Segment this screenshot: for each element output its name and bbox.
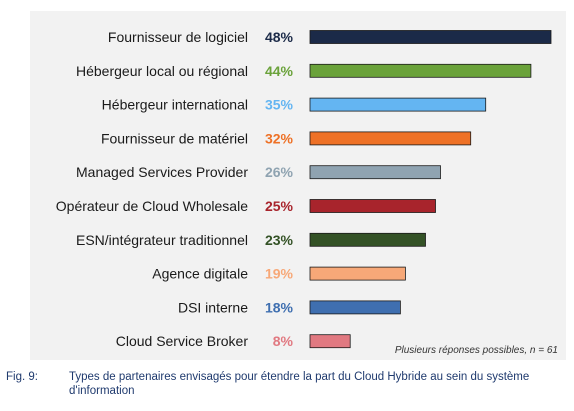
value-label-hebergeur-local-ou-regional: 44%: [265, 63, 294, 79]
category-label-cloud-service-broker: Cloud Service Broker: [116, 333, 249, 349]
value-label-operateur-de-cloud-wholesale: 25%: [265, 198, 294, 214]
value-label-hebergeur-international: 35%: [265, 97, 294, 113]
category-label-hebergeur-international: Hébergeur international: [102, 97, 248, 113]
category-label-managed-services-provider: Managed Services Provider: [76, 164, 248, 180]
value-label-fournisseur-de-materiel: 32%: [265, 130, 294, 146]
caption-text: Types de partenaires envisagés pour éten…: [69, 371, 530, 397]
value-label-esn-integrateur-traditionnel: 23%: [265, 232, 294, 248]
bar-cloud-service-broker: [309, 334, 351, 349]
category-label-dsi-interne: DSI interne: [178, 299, 248, 315]
figure-number: Fig. 9:: [6, 371, 38, 383]
bar-operateur-de-cloud-wholesale: [309, 199, 436, 213]
chart-note: Plusieurs réponses possibles, n = 61: [395, 345, 558, 356]
bar-dsi-interne: [309, 300, 401, 315]
chart-panel: Fournisseur de logiciel 48% Hébergeur loca…: [30, 11, 566, 360]
category-label-agence-digitale: Agence digitale: [152, 266, 248, 282]
category-label-fournisseur-de-materiel: Fournisseur de matériel: [101, 130, 248, 146]
value-label-agence-digitale: 19%: [265, 266, 294, 282]
category-label-esn-integrateur-traditionnel: ESN/intégrateur traditionnel: [76, 232, 248, 248]
bar-esn-integrateur-traditionnel: [309, 232, 426, 247]
value-label-dsi-interne: 18%: [265, 299, 294, 315]
bar-hebergeur-international: [309, 97, 487, 112]
value-label-cloud-service-broker: 8%: [273, 333, 294, 349]
category-label-hebergeur-local-ou-regional: Hébergeur local ou régional: [76, 63, 248, 79]
bar-hebergeur-local-ou-regional: [309, 63, 532, 78]
category-label-operateur-de-cloud-wholesale: Opérateur de Cloud Wholesale: [56, 198, 248, 214]
bar-chart: Fournisseur de logiciel 48% Hébergeur loca…: [56, 29, 558, 356]
value-label-managed-services-provider: 26%: [265, 164, 294, 180]
bar-managed-services-provider: [309, 165, 441, 180]
bar-agence-digitale: [309, 266, 406, 281]
value-label-fournisseur-de-logiciel: 48%: [265, 29, 294, 45]
bar-fournisseur-de-materiel: [309, 131, 472, 146]
category-label-fournisseur-de-logiciel: Fournisseur de logiciel: [108, 29, 248, 45]
bar-fournisseur-de-logiciel: [309, 30, 552, 44]
